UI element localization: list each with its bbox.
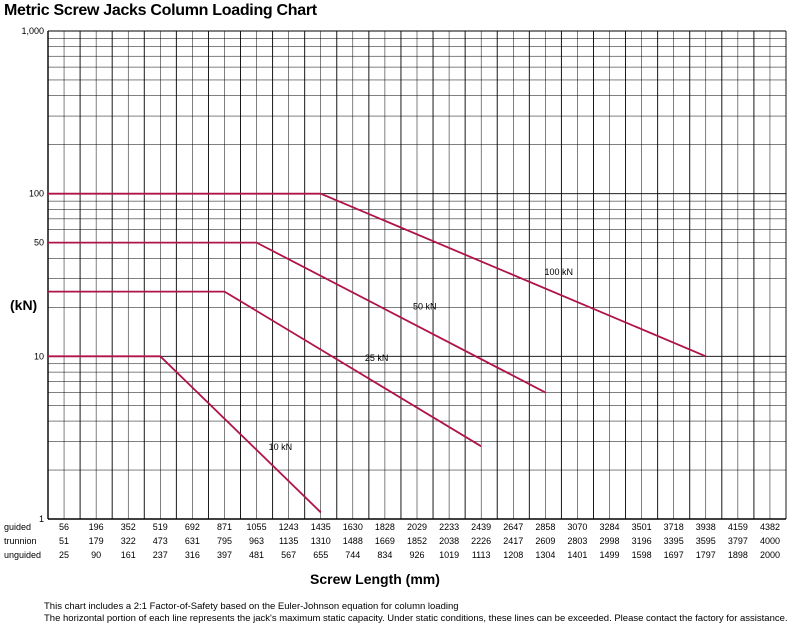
x-tick-label: 3797 bbox=[728, 536, 748, 546]
x-tick-label: 2647 bbox=[503, 522, 523, 532]
x-tick-label: 1304 bbox=[535, 550, 555, 560]
y-tick-label: 10 bbox=[34, 351, 44, 361]
x-axis-label: Screw Length (mm) bbox=[310, 571, 440, 587]
x-tick-label: 744 bbox=[345, 550, 360, 560]
x-scale-row-label: trunnion bbox=[4, 536, 37, 546]
series-line bbox=[48, 241, 546, 394]
x-tick-label: 4159 bbox=[728, 522, 748, 532]
y-tick-label: 100 bbox=[29, 189, 44, 199]
x-tick-label: 2609 bbox=[535, 536, 555, 546]
x-tick-label: 237 bbox=[153, 550, 168, 560]
x-tick-label: 2029 bbox=[407, 522, 427, 532]
x-tick-label: 1488 bbox=[343, 536, 363, 546]
x-tick-label: 871 bbox=[217, 522, 232, 532]
x-tick-label: 3718 bbox=[664, 522, 684, 532]
x-tick-label: 51 bbox=[59, 536, 69, 546]
series-label: 25 kN bbox=[365, 353, 389, 363]
x-scale-row-label: unguided bbox=[4, 550, 41, 560]
y-tick-label: 1 bbox=[39, 514, 44, 524]
x-tick-label: 3284 bbox=[600, 522, 620, 532]
x-scale-row-label: guided bbox=[4, 522, 31, 532]
series-line bbox=[48, 192, 707, 358]
x-tick-label: 3395 bbox=[664, 536, 684, 546]
x-tick-label: 1898 bbox=[728, 550, 748, 560]
x-tick-label: 631 bbox=[185, 536, 200, 546]
x-tick-label: 834 bbox=[377, 550, 392, 560]
x-tick-label: 25 bbox=[59, 550, 69, 560]
footnote-safety-factor: This chart includes a 2:1 Factor-of-Safe… bbox=[44, 601, 459, 612]
x-tick-label: 3196 bbox=[632, 536, 652, 546]
x-tick-label: 3595 bbox=[696, 536, 716, 546]
x-tick-label: 1135 bbox=[279, 536, 298, 546]
x-tick-label: 2000 bbox=[760, 550, 780, 560]
x-tick-label: 1797 bbox=[696, 550, 716, 560]
x-tick-label: 2439 bbox=[471, 522, 491, 532]
x-tick-label: 2038 bbox=[439, 536, 459, 546]
series-line bbox=[48, 290, 482, 448]
x-tick-label: 1019 bbox=[439, 550, 459, 560]
x-tick-label: 1243 bbox=[279, 522, 299, 532]
x-tick-label: 161 bbox=[121, 550, 136, 560]
x-tick-label: 90 bbox=[91, 550, 101, 560]
x-tick-label: 179 bbox=[89, 536, 104, 546]
x-tick-label: 1598 bbox=[632, 550, 652, 560]
x-tick-label: 567 bbox=[281, 550, 296, 560]
x-tick-label: 2226 bbox=[471, 536, 491, 546]
x-tick-label: 1630 bbox=[343, 522, 363, 532]
chart-title: Metric Screw Jacks Column Loading Chart bbox=[4, 2, 317, 19]
x-tick-label: 473 bbox=[153, 536, 168, 546]
footnote-static-capacity: The horizontal portion of each line repr… bbox=[44, 613, 788, 624]
x-tick-label: 655 bbox=[313, 550, 328, 560]
x-tick-label: 926 bbox=[409, 550, 424, 560]
x-tick-label: 56 bbox=[59, 522, 69, 532]
y-tick-label: 1,000 bbox=[21, 26, 44, 36]
x-tick-label: 1697 bbox=[664, 550, 684, 560]
x-tick-label: 1055 bbox=[247, 522, 267, 532]
x-tick-label: 1435 bbox=[311, 522, 331, 532]
x-tick-label: 322 bbox=[121, 536, 136, 546]
x-tick-label: 1310 bbox=[311, 536, 331, 546]
x-tick-label: 1113 bbox=[472, 550, 491, 560]
x-tick-label: 4000 bbox=[760, 536, 780, 546]
x-tick-label: 2233 bbox=[439, 522, 459, 532]
x-tick-label: 1852 bbox=[407, 536, 427, 546]
x-tick-label: 316 bbox=[185, 550, 200, 560]
x-tick-label: 397 bbox=[217, 550, 232, 560]
x-tick-label: 2417 bbox=[503, 536, 523, 546]
x-tick-label: 3501 bbox=[632, 522, 652, 532]
y-tick-label: 50 bbox=[34, 238, 44, 248]
x-tick-label: 795 bbox=[217, 536, 232, 546]
x-tick-label: 2998 bbox=[600, 536, 620, 546]
x-tick-label: 481 bbox=[249, 550, 264, 560]
x-tick-label: 4382 bbox=[760, 522, 780, 532]
y-axis-label: (kN) bbox=[10, 297, 38, 313]
x-tick-label: 2858 bbox=[535, 522, 555, 532]
series-line bbox=[48, 355, 322, 513]
x-tick-label: 1208 bbox=[503, 550, 523, 560]
x-tick-label: 692 bbox=[185, 522, 200, 532]
series-label: 100 kN bbox=[545, 267, 574, 277]
series-label: 10 kN bbox=[269, 442, 293, 452]
x-tick-label: 1828 bbox=[375, 522, 395, 532]
x-tick-label: 1499 bbox=[600, 550, 620, 560]
x-tick-label: 963 bbox=[249, 536, 264, 546]
series-label: 50 kN bbox=[413, 302, 437, 312]
x-tick-label: 519 bbox=[153, 522, 168, 532]
x-tick-label: 352 bbox=[121, 522, 136, 532]
x-tick-label: 3070 bbox=[567, 522, 587, 532]
x-tick-label: 196 bbox=[89, 522, 104, 532]
x-tick-label: 1401 bbox=[567, 550, 587, 560]
x-tick-label: 3938 bbox=[696, 522, 716, 532]
x-tick-label: 2803 bbox=[567, 536, 587, 546]
x-tick-label: 1669 bbox=[375, 536, 395, 546]
